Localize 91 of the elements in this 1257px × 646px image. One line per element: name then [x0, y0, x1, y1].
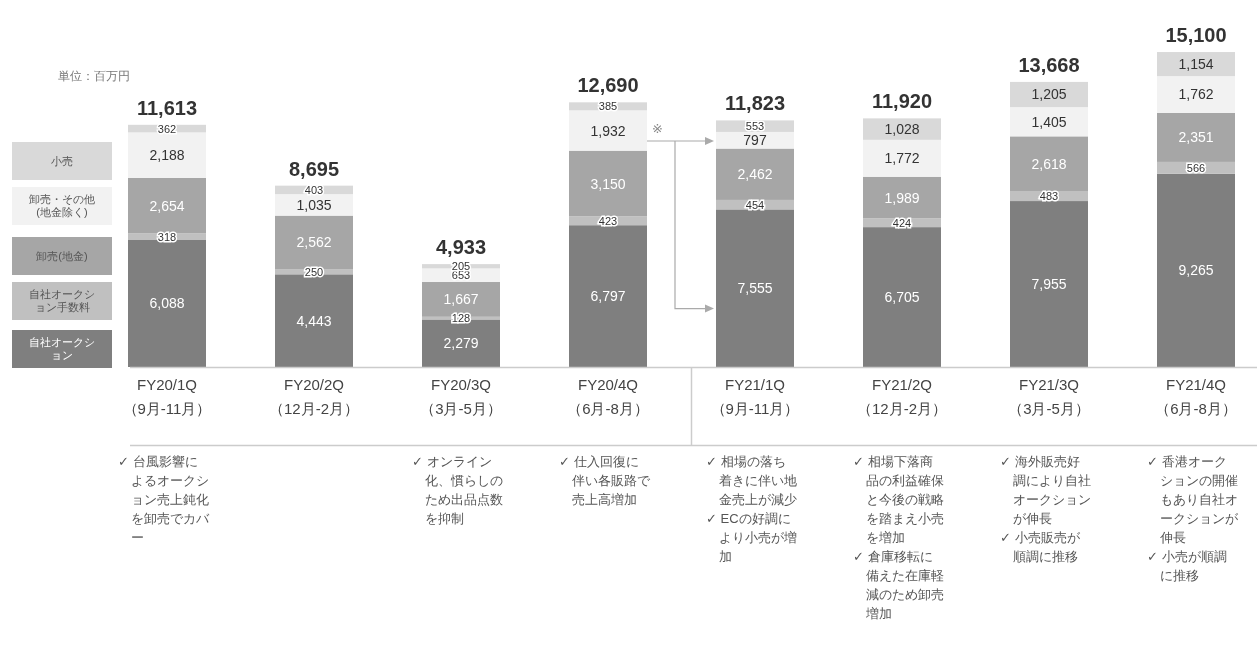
- x-tick-label: FY21/1Q （9月-11月）: [710, 376, 800, 417]
- data-label: 2,654: [149, 197, 185, 214]
- bar: [569, 110, 647, 151]
- bar: [1157, 173, 1235, 367]
- data-label: 2,618: [1031, 155, 1067, 172]
- total-label: 13,668: [1018, 53, 1080, 76]
- bar: [863, 176, 941, 219]
- text: ✓ オンライン化、慣らしのため出品点数を抑制: [412, 453, 504, 528]
- text: 自社オークション手数料: [28, 288, 96, 314]
- data-label: 9,265: [1178, 262, 1214, 279]
- data-label: 7,555: [737, 280, 773, 297]
- data-label: 1,932: [590, 122, 626, 139]
- data-label: 3,150: [590, 175, 626, 192]
- data-label: 1,028: [884, 121, 920, 138]
- data-label: 4,443: [296, 312, 332, 329]
- text: ✓ 仕入回復に伴い各販路で売上高増加: [559, 453, 651, 509]
- data-label: 1,405: [1031, 113, 1067, 130]
- data-label: 6,088: [149, 295, 185, 312]
- bar: [716, 148, 794, 200]
- data-label: 403: [304, 183, 324, 196]
- x-tick-label: FY20/3Q （3月-5月）: [420, 376, 502, 417]
- total-label: 8,695: [288, 157, 340, 180]
- data-label: 483: [1039, 190, 1059, 203]
- data-label: 424: [892, 216, 912, 229]
- total-label: 11,823: [724, 92, 786, 115]
- text: 卸売(地金): [35, 249, 89, 263]
- annotation: 単位：百万円: [58, 69, 130, 83]
- x-tick-label: FY20/2Q （12月-2月）: [268, 376, 360, 417]
- text: ✓ 香港オークションの開催もあり自社オークションが伸長 ✓ 小売が順調に推移: [1147, 453, 1239, 585]
- data-label: 423: [598, 214, 618, 227]
- data-label: 1,035: [296, 196, 332, 213]
- data-label: 2,279: [443, 335, 479, 352]
- total-label: 11,920: [871, 90, 933, 113]
- bar: [569, 225, 647, 367]
- data-label: 318: [157, 230, 177, 243]
- data-label: 1,205: [1031, 86, 1067, 103]
- data-label: 385: [598, 100, 618, 113]
- total-label: 4,933: [435, 236, 487, 259]
- x-tick-label: FY21/3Q （3月-5月）: [1008, 376, 1090, 417]
- bar: [569, 150, 647, 217]
- bar: [716, 209, 794, 367]
- bar: [128, 132, 206, 178]
- data-label: 566: [1186, 161, 1206, 174]
- data-label: 250: [304, 265, 324, 278]
- x-tick-label: FY20/1Q （9月-11月）: [122, 376, 212, 417]
- data-label: 1,989: [884, 189, 920, 206]
- bar: [128, 178, 206, 234]
- data-label: 6,705: [884, 289, 920, 306]
- text: ✓ 相場下落商品の利益確保と今後の戦略を踏まえ小売を増加 ✓ 倉庫移転に備えた在庫軽減のため卸売増加: [853, 454, 944, 621]
- x-tick-label: FY21/2Q （12月-2月）: [856, 376, 948, 417]
- text: ✓ 相場の落ち着きに伴い地金売上が減少 ✓ ECの好調により小売が増加: [706, 453, 798, 566]
- bar: [1157, 76, 1235, 113]
- annotation: ※: [652, 121, 663, 136]
- bar: [1010, 81, 1088, 108]
- bar: [275, 274, 353, 367]
- data-label: 2,188: [149, 147, 185, 164]
- data-label: 7,955: [1031, 276, 1067, 293]
- text: 小売: [50, 154, 74, 168]
- data-label: 553: [745, 120, 765, 133]
- data-label: 1,772: [884, 150, 920, 167]
- data-label: 1,762: [1178, 86, 1214, 103]
- data-label: 128: [451, 312, 471, 325]
- bar: [1010, 107, 1088, 137]
- data-label: 797: [743, 132, 767, 149]
- total-label: 12,690: [577, 74, 639, 97]
- total-label: 15,100: [1165, 24, 1227, 47]
- x-tick-label: FY20/4Q （6月-8月）: [567, 376, 649, 417]
- data-label: 6,797: [590, 288, 626, 305]
- data-label: 2,351: [1178, 129, 1214, 146]
- bar: [275, 215, 353, 270]
- bar: [1010, 201, 1088, 367]
- bar: [128, 240, 206, 367]
- bar: [863, 139, 941, 177]
- bar: [1157, 112, 1235, 162]
- total-label: 11,613: [136, 96, 198, 119]
- data-label: 1,667: [443, 291, 479, 308]
- data-label: 2,462: [737, 166, 773, 183]
- bar: [863, 227, 941, 367]
- data-label: 2,562: [296, 234, 332, 251]
- text: 卸売・その他(地金除く): [28, 193, 96, 219]
- bar: [1157, 52, 1235, 77]
- bar: [863, 118, 941, 140]
- data-label: 454: [745, 198, 765, 211]
- data-label: 362: [157, 122, 177, 135]
- x-tick-label: FY21/4Q （6月-8月）: [1155, 376, 1237, 417]
- text: ✓ 海外販売好調により自社オークションが伸長 ✓ 小売販売が順調に推移: [1000, 453, 1092, 566]
- bar: [1010, 136, 1088, 191]
- text: 自社オークション: [28, 336, 96, 362]
- data-label: 1,154: [1178, 56, 1214, 73]
- text: ✓ 台風影響によるオークション売上鈍化を卸売でカバー: [118, 453, 210, 547]
- bar: [716, 131, 794, 149]
